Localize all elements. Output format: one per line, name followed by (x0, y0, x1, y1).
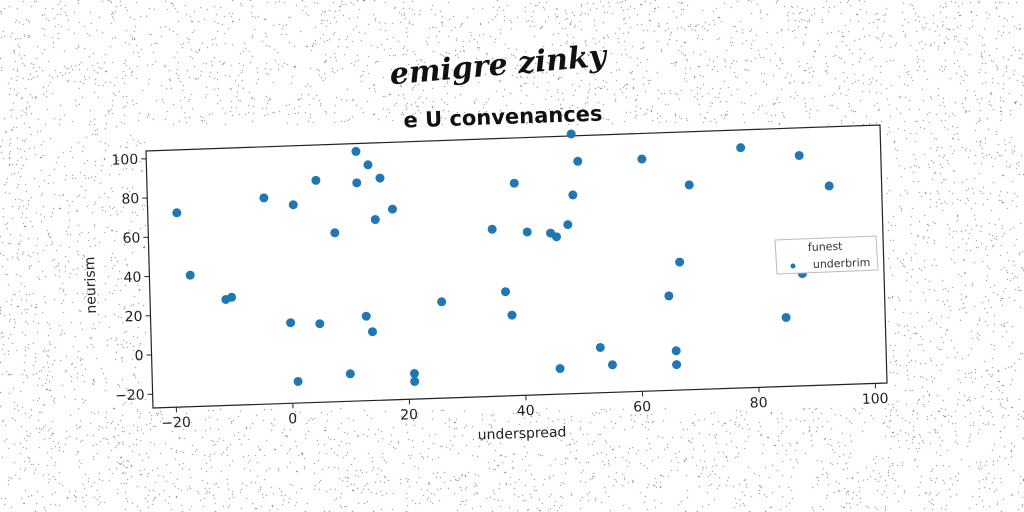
scatter-point (185, 270, 195, 280)
scatter-point (288, 200, 298, 210)
scatter-point (568, 190, 578, 200)
scatter-point (563, 220, 573, 230)
scatter-point (595, 342, 605, 352)
legend: funest underbrim (774, 235, 879, 275)
scatter-point (410, 376, 420, 386)
scatter-point (607, 360, 617, 370)
scatter-point (375, 173, 385, 183)
scatter-point (637, 154, 647, 164)
scatter-point (684, 180, 694, 190)
x-ticks: −20 0 20 40 60 80 100 (161, 383, 889, 432)
x-tick-label: −20 (161, 415, 191, 432)
scatter-point (573, 156, 583, 166)
y-axis-label: neurism (82, 256, 100, 313)
scatter-point (387, 204, 397, 214)
x-tick-label: 60 (633, 399, 651, 416)
x-tick-label: 0 (288, 411, 297, 427)
scatter-point (507, 310, 517, 320)
y-tick-label: 40 (123, 270, 141, 287)
legend-label-underbrim: underbrim (813, 256, 871, 271)
scatter-point (501, 287, 511, 297)
scatter-point (675, 257, 685, 267)
y-tick-label: 60 (122, 230, 140, 247)
legend-box (774, 235, 879, 275)
scatter-point (345, 369, 355, 379)
scatter-point (664, 291, 674, 301)
scatter-point (367, 327, 377, 337)
scatter-point (259, 193, 269, 203)
scatter-point (311, 175, 321, 185)
scatter-point (672, 360, 682, 370)
scatter-point (552, 232, 562, 242)
y-tick-label: 100 (111, 152, 138, 169)
plot-frame (145, 124, 888, 409)
scatter-point (315, 319, 325, 329)
scatter-point (794, 150, 804, 160)
legend-marker-underbrim (790, 263, 796, 269)
figure-suptitle: emigre zinky (388, 38, 610, 92)
y-tick-label: −20 (115, 387, 145, 404)
x-axis-label: underspread (477, 424, 566, 443)
scatter-point (824, 181, 834, 191)
data-points (172, 129, 834, 386)
y-ticks: −20 0 20 40 60 80 100 (111, 152, 153, 404)
y-tick-label: 20 (124, 309, 142, 326)
scatter-point (555, 364, 565, 374)
y-tick-label: 0 (134, 348, 143, 364)
scatter-point (736, 143, 746, 153)
scatter-point (437, 297, 447, 307)
scatter-point (227, 292, 237, 302)
scatter-point (363, 160, 373, 170)
scatter-point (522, 227, 532, 237)
scatter-point (370, 215, 380, 225)
scatter-point (293, 376, 303, 386)
chart-title: e U convenances (403, 102, 603, 133)
scatter-point (487, 224, 497, 234)
scatter-point (352, 178, 362, 188)
scatter-point (566, 129, 576, 139)
scatter-point (671, 346, 681, 356)
scatter-point (509, 178, 519, 188)
x-tick-label: 100 (862, 391, 889, 408)
x-tick-label: 20 (400, 407, 418, 424)
plot-axes: −20 0 20 40 60 80 100 −20 0 20 40 60 80 100 underspr… (82, 124, 889, 444)
scatter-point (361, 311, 371, 321)
scatter-point (351, 146, 361, 156)
scatter-point (172, 208, 182, 218)
legend-label-funest: funest (808, 240, 844, 254)
scatter-point (781, 312, 791, 322)
scatter-point (286, 318, 296, 328)
x-tick-label: 80 (750, 395, 768, 412)
scatter-point (330, 228, 340, 238)
x-tick-label: 40 (516, 403, 534, 420)
scatter-point (409, 369, 419, 379)
y-tick-label: 80 (121, 191, 139, 208)
